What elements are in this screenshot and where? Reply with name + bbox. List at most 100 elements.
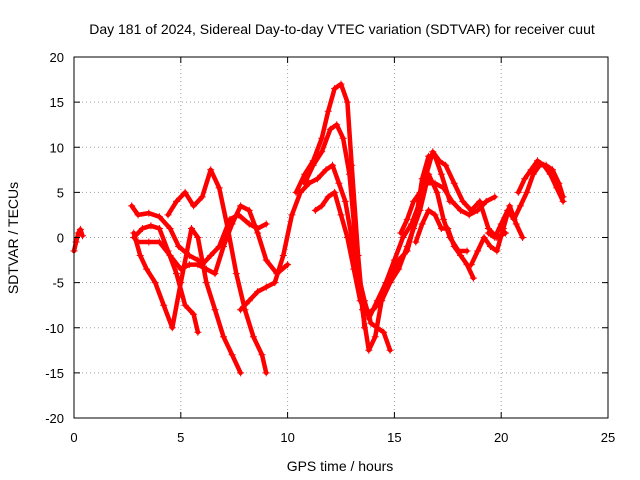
- data-point: [433, 188, 441, 196]
- data-point: [435, 157, 443, 165]
- data-point: [422, 179, 430, 187]
- series-trace-16: [514, 157, 567, 205]
- data-point: [514, 188, 522, 196]
- data-point: [429, 148, 437, 156]
- data-point: [467, 261, 475, 269]
- data-point: [194, 328, 202, 336]
- data-point: [397, 229, 405, 237]
- y-tick-label: -15: [45, 366, 64, 381]
- data-point: [403, 215, 411, 223]
- data-point: [254, 288, 262, 296]
- data-point: [237, 369, 245, 377]
- data-point: [431, 179, 439, 187]
- data-point: [79, 232, 86, 240]
- data-point: [448, 197, 456, 205]
- data-point: [484, 229, 492, 237]
- data-point: [371, 333, 379, 341]
- data-point: [262, 256, 270, 264]
- data-point: [352, 243, 360, 250]
- data-point: [271, 279, 279, 287]
- data-point: [469, 274, 477, 282]
- data-point: [425, 206, 433, 214]
- data-point: [512, 220, 520, 228]
- data-point: [262, 283, 270, 291]
- series-trace-15: [484, 161, 567, 241]
- data-point: [373, 297, 381, 305]
- axis-ticks: 0 5 10 15 20 25 -20 -15 -10 -5 0 5 10 15 20: [45, 50, 615, 445]
- data-point: [510, 215, 518, 223]
- data-point: [143, 265, 151, 273]
- data-point: [450, 243, 458, 250]
- data-point: [228, 220, 236, 228]
- data-point: [491, 234, 499, 241]
- data-point: [365, 346, 373, 354]
- data-point: [173, 270, 180, 278]
- data-point: [309, 161, 317, 169]
- data-point: [337, 80, 345, 88]
- data-point: [245, 206, 253, 214]
- data-point: [504, 206, 512, 214]
- data-point: [519, 234, 527, 241]
- data-point: [279, 252, 287, 259]
- data-point: [324, 193, 332, 201]
- data-point: [211, 270, 219, 278]
- data-point: [232, 270, 240, 278]
- data-point: [318, 134, 326, 142]
- data-point: [318, 202, 326, 210]
- data-point: [418, 220, 426, 228]
- data-point: [546, 170, 554, 178]
- data-point: [284, 261, 292, 269]
- y-tick-label: -10: [45, 321, 64, 336]
- data-point: [181, 188, 189, 196]
- data-point: [237, 306, 245, 314]
- y-axis-label: SDTVAR / TECUs: [5, 182, 21, 294]
- x-tick-label: 20: [494, 430, 508, 445]
- data-point: [331, 188, 339, 196]
- data-point: [506, 202, 514, 210]
- data-point: [175, 243, 183, 250]
- data-point: [491, 193, 499, 201]
- x-axis-label: GPS time / hours: [287, 458, 394, 474]
- series-line: [131, 226, 243, 376]
- data-point: [185, 261, 193, 269]
- y-tick-label: 20: [50, 50, 64, 65]
- data-point: [207, 166, 215, 174]
- data-point: [474, 206, 482, 214]
- data-point: [147, 222, 155, 230]
- data-point: [559, 197, 567, 205]
- data-point: [440, 184, 447, 192]
- data-point: [155, 213, 163, 221]
- data-point: [444, 225, 452, 232]
- data-point: [262, 369, 270, 377]
- data-point: [459, 197, 467, 205]
- data-point: [166, 252, 174, 259]
- data-point: [380, 328, 388, 336]
- data-point: [497, 220, 505, 228]
- data-point: [228, 351, 236, 359]
- data-point: [343, 234, 351, 241]
- data-point: [314, 175, 321, 183]
- data-point: [408, 220, 415, 228]
- data-point: [173, 197, 180, 205]
- data-point: [457, 206, 465, 214]
- data-point: [136, 252, 144, 259]
- data-point: [224, 225, 232, 232]
- data-point: [431, 211, 439, 219]
- data-point: [181, 301, 189, 309]
- data-point: [211, 306, 219, 314]
- data-point: [74, 229, 82, 237]
- x-tick-label: 5: [177, 430, 184, 445]
- data-point: [220, 333, 227, 341]
- y-tick-label: 5: [57, 185, 64, 200]
- series-line: [313, 172, 470, 317]
- data-point: [493, 247, 501, 255]
- series-line: [516, 158, 566, 204]
- data-point: [442, 161, 450, 169]
- data-point: [207, 252, 215, 259]
- data-point: [190, 310, 198, 318]
- data-point: [326, 125, 334, 133]
- data-point: [155, 225, 163, 232]
- series-trace-12: [397, 179, 499, 237]
- data-point: [333, 121, 341, 129]
